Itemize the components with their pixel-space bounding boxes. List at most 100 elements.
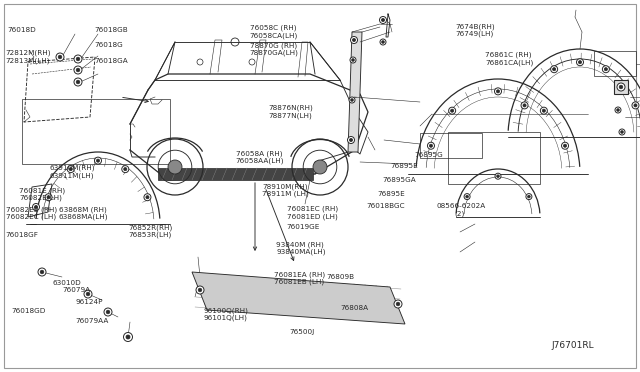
Text: J76701RL: J76701RL [552,341,595,350]
Text: 78911M (LH): 78911M (LH) [262,191,309,198]
Circle shape [74,78,82,86]
Circle shape [497,90,500,93]
Text: 72812M(RH): 72812M(RH) [5,49,51,56]
Text: 76079A: 76079A [63,287,91,293]
Bar [22,99,170,164]
Text: 63868MA(LH): 63868MA(LH) [59,214,108,221]
Text: 76018BGC: 76018BGC [366,203,404,209]
Circle shape [350,57,356,63]
Circle shape [602,66,609,73]
Circle shape [146,196,149,199]
Circle shape [196,286,204,294]
Text: 76895G: 76895G [415,153,444,158]
Circle shape [497,175,499,177]
Circle shape [621,131,623,133]
Text: 76895E: 76895E [390,163,418,169]
Circle shape [615,107,621,113]
Circle shape [451,109,454,112]
Text: 76058AA(LH): 76058AA(LH) [236,157,284,164]
Circle shape [394,300,402,308]
Circle shape [449,107,456,114]
Circle shape [464,193,470,200]
Circle shape [348,137,355,144]
Text: 76082EB (RH): 76082EB (RH) [6,206,58,213]
Circle shape [349,97,355,103]
Circle shape [632,102,639,109]
Text: 96101Q(LH): 96101Q(LH) [204,315,248,321]
Circle shape [84,290,92,298]
Circle shape [104,308,112,316]
Text: 76058A (RH): 76058A (RH) [236,150,282,157]
Text: 76895E: 76895E [378,191,405,197]
Text: 76852R(RH): 76852R(RH) [128,224,172,231]
Circle shape [69,167,72,171]
Bar [420,133,482,158]
Text: 76081ED (LH): 76081ED (LH) [287,213,337,220]
Circle shape [540,107,547,114]
Circle shape [495,88,502,95]
Text: 76081E (RH): 76081E (RH) [19,187,65,194]
Polygon shape [348,32,362,152]
Circle shape [126,335,130,339]
Circle shape [76,80,80,84]
Text: 76018D: 76018D [8,27,36,33]
Bar [448,132,540,184]
Text: 76018GA: 76018GA [95,58,129,64]
Circle shape [604,68,607,71]
Circle shape [521,102,528,109]
Circle shape [552,68,556,71]
Circle shape [495,173,501,179]
Text: (2): (2) [454,211,465,217]
Circle shape [466,195,468,198]
Circle shape [168,160,182,174]
Text: 78877N(LH): 78877N(LH) [269,112,312,119]
Text: 76808A: 76808A [340,305,369,311]
Circle shape [349,138,353,142]
Circle shape [619,129,625,135]
Circle shape [313,160,327,174]
Text: 93840MA(LH): 93840MA(LH) [276,249,326,256]
Circle shape [58,55,62,59]
Text: 76809B: 76809B [326,274,355,280]
Text: 76861CA(LH): 76861CA(LH) [485,59,533,66]
Circle shape [122,166,129,173]
Circle shape [563,144,566,147]
Circle shape [74,55,82,63]
Circle shape [45,194,52,201]
Text: 7674B(RH): 7674B(RH) [456,23,495,30]
Circle shape [124,333,132,341]
Circle shape [523,104,526,107]
Circle shape [429,144,433,147]
Text: 96100Q(RH): 96100Q(RH) [204,307,248,314]
Circle shape [74,66,82,74]
Text: 76018GB: 76018GB [95,27,129,33]
Polygon shape [192,272,405,324]
Text: 76079AA: 76079AA [76,318,109,324]
Circle shape [351,36,358,44]
Text: 76500J: 76500J [289,329,314,335]
Circle shape [351,59,355,61]
Text: 76081EA (RH): 76081EA (RH) [274,271,325,278]
Circle shape [353,38,356,42]
Text: 63911M(LH): 63911M(LH) [50,172,95,179]
Text: 96124P: 96124P [76,299,103,305]
Text: 76018GD: 76018GD [12,308,46,314]
Circle shape [97,159,100,162]
Circle shape [86,292,90,296]
Text: 78876N(RH): 78876N(RH) [269,105,314,111]
Bar [594,51,636,76]
Circle shape [381,41,385,44]
Circle shape [617,109,620,111]
Circle shape [38,268,46,276]
Text: 76058CA(LH): 76058CA(LH) [250,32,298,39]
Circle shape [106,310,110,314]
Circle shape [634,104,637,107]
Circle shape [76,68,80,72]
Circle shape [561,142,568,149]
Circle shape [380,16,387,23]
Circle shape [56,53,64,61]
Text: 76082EC (LH): 76082EC (LH) [6,214,56,221]
Circle shape [249,59,255,65]
Bar [158,168,313,180]
Text: 78870GA(LH): 78870GA(LH) [250,49,298,56]
